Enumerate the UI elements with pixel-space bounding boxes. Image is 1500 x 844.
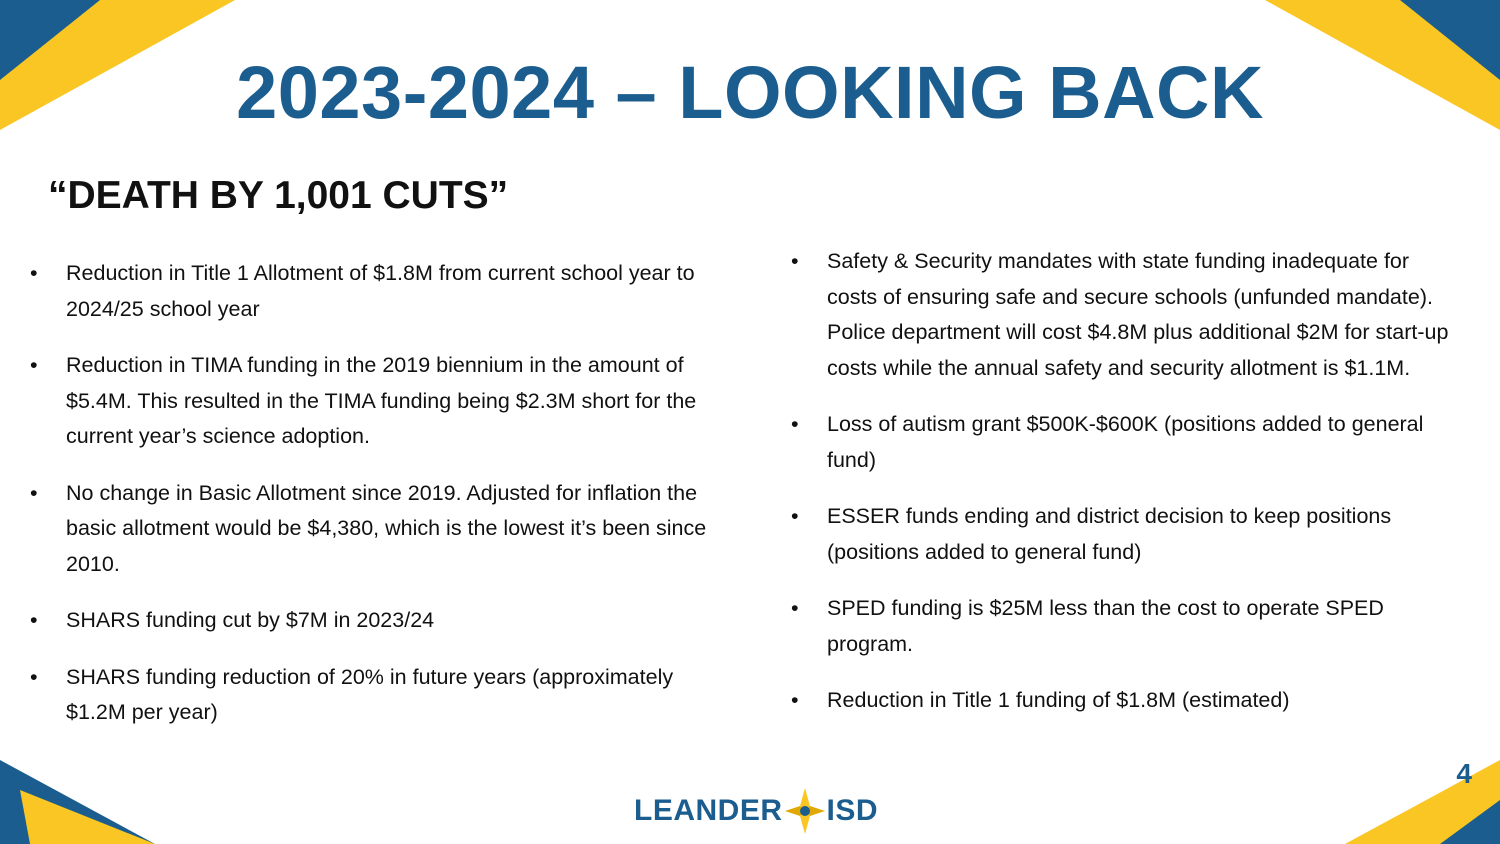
bullet-item: No change in Basic Allotment since 2019.… [30,476,720,583]
page-number: 4 [1456,758,1472,789]
bullet-item: Reduction in TIMA funding in the 2019 bi… [30,348,720,455]
logo-compass [784,788,825,834]
bullet-item: ESSER funds ending and district decision… [791,499,1451,570]
logo-text: LEANDER [634,794,783,827]
left-bullet-list: Reduction in Title 1 Allotment of $1.8M … [30,256,720,752]
slide-title: 2023-2024 – LOOKING BACK [236,51,1264,134]
bullet-item: Reduction in Title 1 funding of $1.8M (e… [791,683,1451,719]
bullet-item: Loss of autism grant $500K-$600K (positi… [791,407,1451,478]
right-bullet-list: Safety & Security mandates with state fu… [791,244,1451,740]
bullet-item: Reduction in Title 1 Allotment of $1.8M … [30,256,720,327]
bullet-item: SHARS funding cut by $7M in 2023/24 [30,603,720,639]
subtitle: “DEATH BY 1,001 CUTS” [48,174,509,217]
bullet-item: SPED funding is $25M less than the cost … [791,591,1451,662]
bullet-item: Safety & Security mandates with state fu… [791,244,1451,386]
logo: LEANDER ISD [634,786,878,836]
logo-text: ISD [826,794,879,827]
bullet-item: SHARS funding reduction of 20% in future… [30,660,720,731]
